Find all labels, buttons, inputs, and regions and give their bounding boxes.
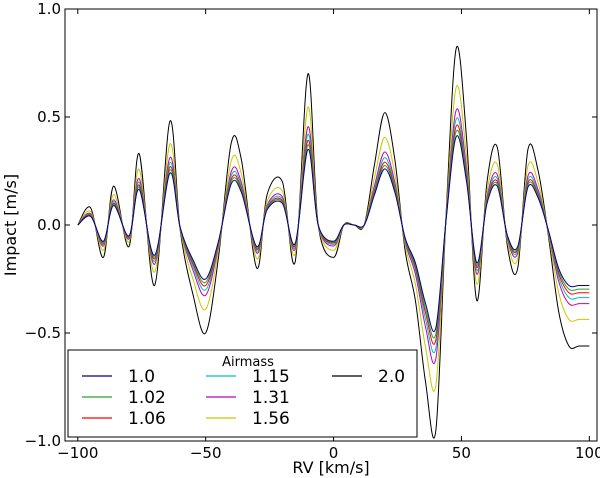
series-line-1-02 [77, 129, 590, 339]
series-line-1-15 [77, 117, 590, 354]
legend-label: 1.06 [128, 409, 166, 429]
y-tick-label: 1.0 [37, 0, 61, 18]
y-tick-label: −0.5 [25, 324, 61, 342]
x-tick-label: 0 [329, 444, 339, 462]
y-tick-label: 0.0 [37, 216, 61, 234]
x-tick-label: 100 [575, 444, 600, 462]
legend-label: 1.31 [252, 388, 290, 408]
legend: Airmass 1.01.021.06 1.151.311.56 2.0 [67, 349, 418, 438]
legend-item-1-15: 1.15 [206, 367, 290, 387]
x-tick-label: −100 [57, 444, 98, 462]
legend-item-1-31: 1.31 [206, 388, 290, 408]
legend-item-1-06: 1.06 [82, 409, 166, 429]
series-line-1-56 [77, 85, 590, 392]
series-line-1-06 [77, 124, 590, 345]
legend-label: 1.0 [128, 367, 155, 387]
legend-item-1-56: 1.56 [206, 409, 290, 429]
legend-items: 1.01.021.06 1.151.311.56 2.0 [82, 367, 405, 429]
series-line-1-0 [77, 135, 590, 332]
plot-area [77, 45, 590, 439]
x-axis-label: RV [km/s] [292, 458, 369, 477]
y-axis-label: Impact [m/s] [1, 174, 20, 276]
legend-item-2-0: 2.0 [332, 367, 405, 387]
y-axis: −1.0 −0.5 0.0 0.5 1.0 [25, 0, 597, 450]
legend-label: 2.0 [378, 367, 405, 387]
legend-label: 1.02 [128, 388, 166, 408]
y-tick-label: −1.0 [25, 432, 61, 450]
y-tick-label: 0.5 [37, 108, 61, 126]
legend-box [67, 349, 418, 438]
legend-item-1-0: 1.0 [82, 367, 155, 387]
x-axis: −100 −50 0 50 100 [57, 9, 600, 462]
legend-title: Airmass [222, 355, 274, 370]
legend-label: 1.15 [252, 367, 290, 387]
series-line-1-31 [77, 108, 590, 364]
x-tick-label: 50 [452, 444, 471, 462]
legend-item-1-02: 1.02 [82, 388, 166, 408]
legend-label: 1.56 [252, 409, 290, 429]
x-tick-label: −50 [190, 444, 222, 462]
